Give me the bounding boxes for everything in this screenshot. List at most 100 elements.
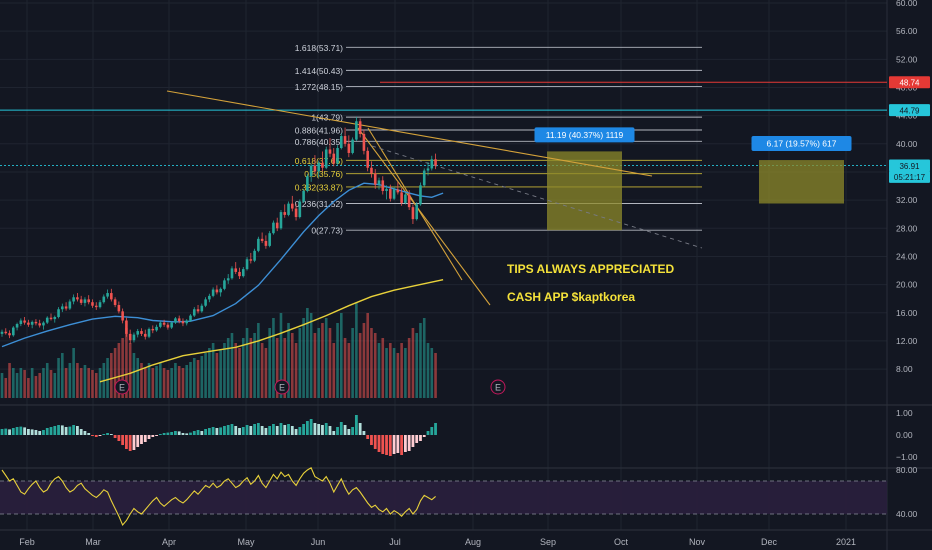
volume-bar [53, 373, 57, 398]
volume-bar [83, 365, 87, 398]
macd-bar [132, 435, 136, 450]
macd-bar [234, 426, 238, 435]
fib-level-label: 0(27.73) [311, 226, 343, 236]
macd-bar [381, 435, 385, 454]
candle-body [362, 133, 366, 151]
candle-body [79, 299, 83, 303]
price-badge-bg [889, 159, 930, 172]
volume-bar [27, 378, 30, 398]
volume-bar [358, 333, 362, 398]
macd-bar [377, 435, 381, 452]
candle-body [8, 333, 11, 336]
macd-bar [400, 435, 404, 455]
candle-body [302, 190, 305, 202]
candle-body [0, 331, 4, 334]
candle-body [143, 333, 147, 337]
candle-body [328, 149, 332, 154]
volume-bar [76, 363, 79, 398]
candle-body [192, 309, 196, 316]
volume-bar [347, 343, 351, 398]
macd-bar [26, 429, 30, 435]
moving-average-slow [99, 279, 444, 383]
macd-bar [298, 427, 302, 435]
volume-bar [87, 368, 91, 398]
candle-body [351, 139, 354, 153]
macd-bar [366, 435, 370, 439]
candle-body [72, 297, 75, 302]
macd-bar [8, 429, 11, 435]
fibonacci-levels: 1.618(53.71) 1.414(50.43) 1.272(48.15) 1(43… [295, 43, 702, 236]
volume-bar [94, 373, 98, 398]
macd-bar [34, 430, 38, 435]
volume-bar [196, 360, 200, 398]
candle-body [264, 240, 268, 246]
macd-bar [181, 433, 185, 435]
volume-bar [396, 353, 400, 398]
candle-body [34, 321, 38, 324]
volume-bar [23, 370, 26, 398]
volume-bar [257, 323, 260, 398]
macd-axis-label: 0.00 [896, 430, 913, 440]
macd-bar [162, 433, 166, 435]
volume-bar [355, 303, 358, 398]
macd-bar [336, 427, 339, 435]
volume-bar [313, 333, 317, 398]
volume-bar [226, 338, 230, 398]
measure-boxes: 11.19 (40.37%) 1119 6.17 (19.57%) 617 [534, 127, 852, 231]
macd-bar [324, 423, 328, 435]
candle-body [381, 180, 385, 191]
time-axis[interactable]: Feb Mar Apr May Jun Jul Aug Sep Oct Nov Dec 2021 [19, 537, 856, 547]
macd-bar [249, 426, 253, 435]
macd-bar [60, 425, 64, 435]
fib-level-label: 0.886(41.96) [295, 126, 343, 136]
price-badges: 48.74 44.79 36.91 05:21:17 [889, 76, 930, 183]
volume-bar [302, 318, 305, 398]
volume-bar [128, 343, 132, 398]
macd-bar [91, 435, 94, 436]
candle-body [128, 333, 132, 341]
wedge-line-upper [357, 127, 491, 306]
volume-bar [268, 328, 271, 398]
macd-axis-label: 1.00 [896, 408, 913, 418]
macd-bar [230, 424, 234, 435]
candle-body [253, 250, 256, 261]
price-axis-label: 40.00 [896, 139, 918, 149]
candle-body [136, 331, 140, 335]
volume-bar [204, 353, 207, 398]
time-axis-label: Jun [311, 537, 326, 547]
price-badge-label: 05:21:17 [894, 173, 926, 182]
volume-bar [125, 328, 128, 398]
candle-body [290, 203, 294, 209]
price-axis-label: 60.00 [896, 0, 918, 8]
earnings-marker-label: E [495, 383, 501, 393]
macd-bar [53, 426, 57, 435]
macd-bar [272, 424, 275, 435]
volume-bar [223, 343, 226, 398]
macd-bar [256, 423, 260, 435]
macd-bar [373, 435, 377, 449]
macd-bar [170, 432, 174, 435]
volume-bar [170, 368, 173, 398]
volume-bar [415, 333, 418, 398]
macd-bar [200, 431, 204, 435]
candle-body [385, 188, 388, 191]
candle-body [102, 296, 106, 303]
macd-bar [407, 435, 411, 451]
volume-bar [49, 370, 53, 398]
price-axis-label: 28.00 [896, 223, 918, 233]
price-axis-label: 12.00 [896, 336, 918, 346]
macd-bar [283, 425, 287, 435]
macd-bar [317, 424, 321, 435]
candle-body [219, 288, 222, 293]
candle-body [396, 189, 400, 193]
volume-bar [159, 363, 162, 398]
macd-bar [260, 426, 264, 435]
macd-bar [253, 424, 256, 435]
candle-body [91, 302, 94, 306]
macd-bar [83, 431, 87, 435]
time-axis-label: Dec [761, 537, 778, 547]
macd-bar [305, 421, 309, 435]
macd-bar [102, 434, 106, 435]
